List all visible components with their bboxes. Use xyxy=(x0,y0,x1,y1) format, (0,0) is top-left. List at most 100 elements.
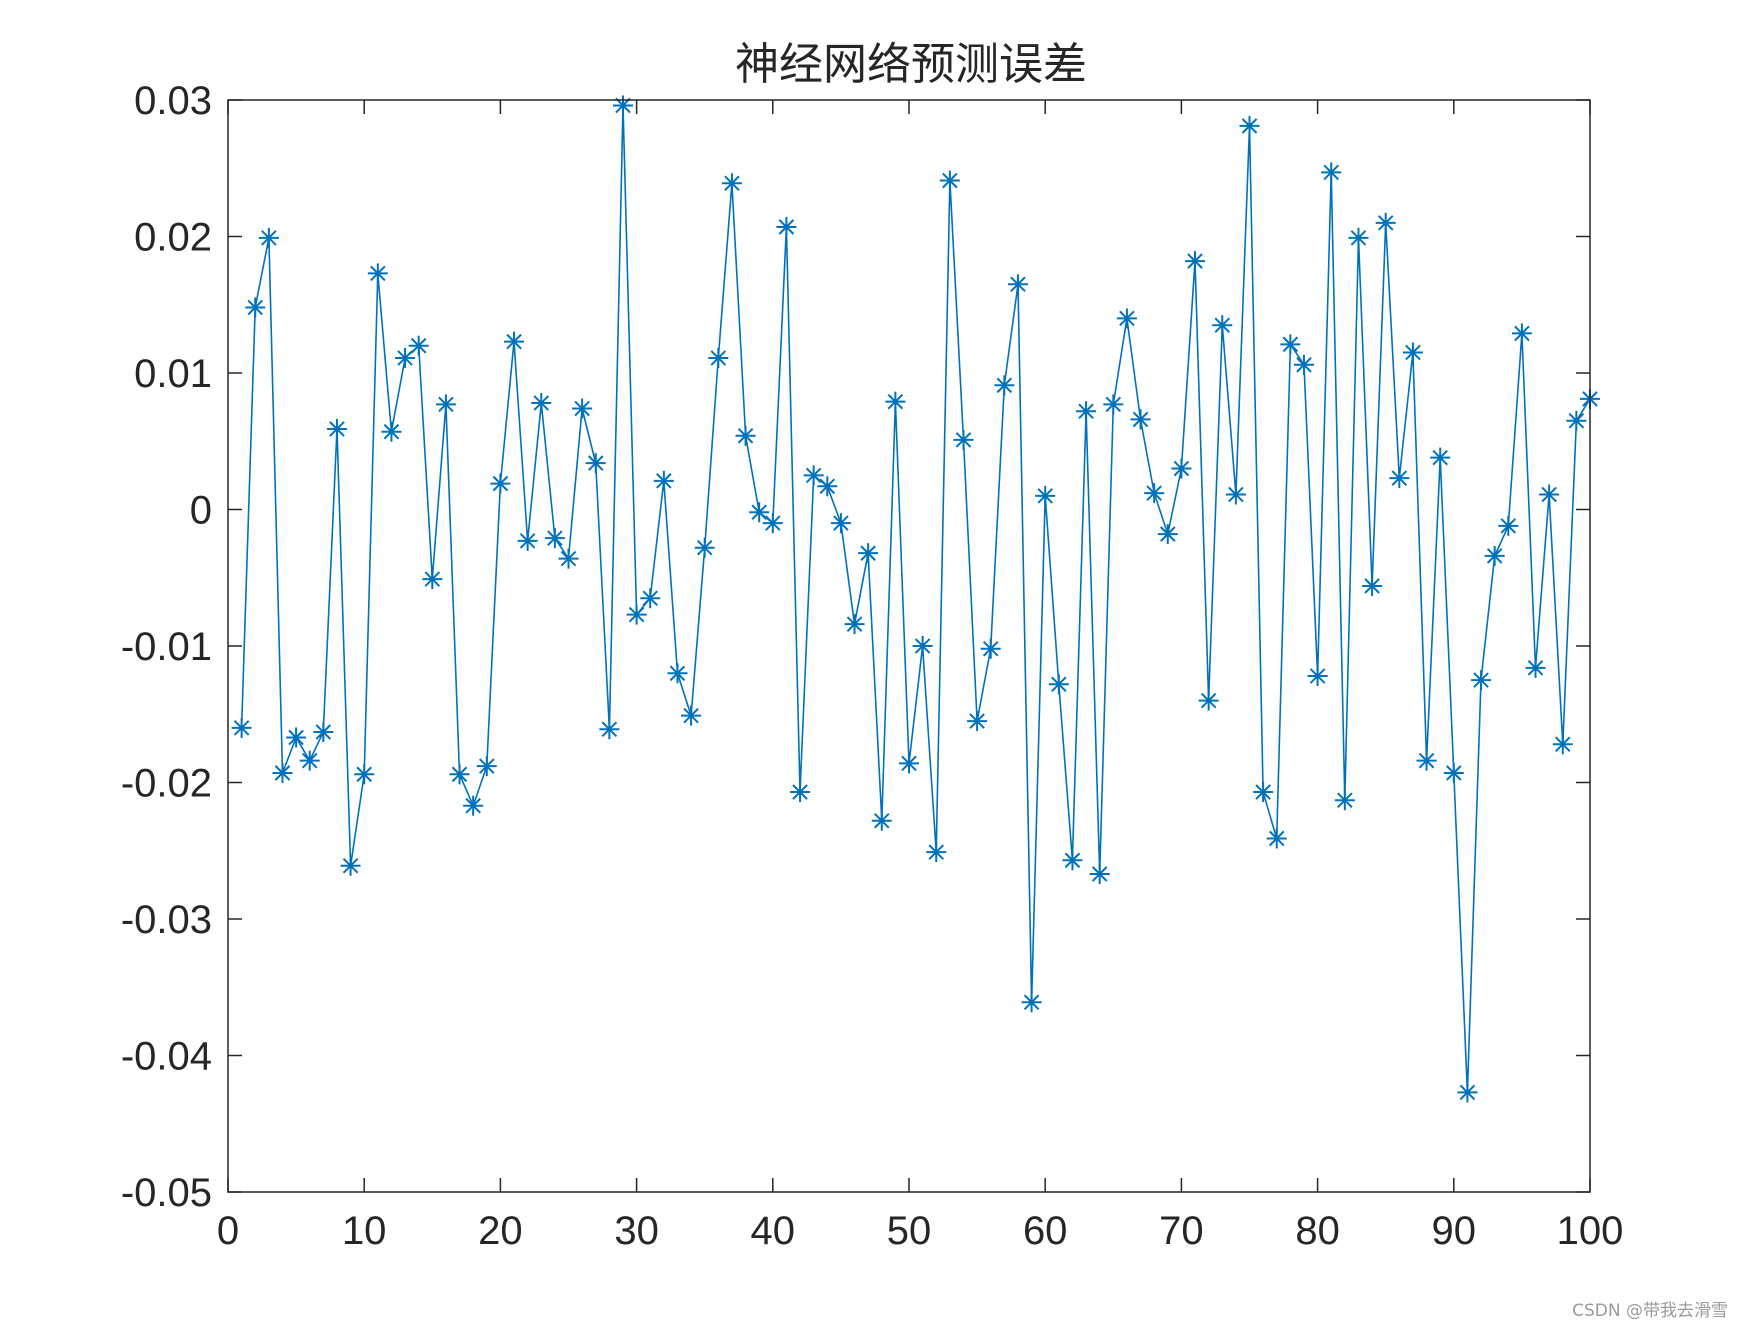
marker-stroke xyxy=(342,857,359,874)
data-point-marker xyxy=(381,421,402,442)
data-point-marker xyxy=(1089,863,1110,884)
data-point-marker xyxy=(422,569,443,590)
marker-stroke xyxy=(1554,736,1571,753)
x-tick-label: 40 xyxy=(751,1209,796,1253)
marker-stroke xyxy=(805,467,822,484)
data-point-marker xyxy=(994,375,1015,396)
data-point-marker xyxy=(463,795,484,816)
data-point-marker xyxy=(449,764,470,785)
data-point-marker xyxy=(803,465,824,486)
x-tick-label: 70 xyxy=(1159,1209,1204,1253)
x-tick-label: 0 xyxy=(217,1209,239,1253)
marker-stroke xyxy=(1527,660,1544,676)
data-point-marker xyxy=(1375,212,1396,233)
x-tick-label: 80 xyxy=(1295,1209,1340,1253)
marker-stroke xyxy=(1541,486,1557,503)
marker-stroke xyxy=(1500,518,1517,534)
data-point-marker xyxy=(1416,750,1437,771)
data-point-marker xyxy=(694,537,715,558)
data-point-marker xyxy=(1021,992,1042,1013)
data-point-marker xyxy=(939,170,960,191)
marker-stroke xyxy=(669,665,686,682)
data-point-marker xyxy=(517,530,538,551)
data-point-marker xyxy=(653,470,674,491)
data-point-marker xyxy=(1402,342,1423,363)
data-point-marker xyxy=(1076,401,1097,422)
marker-stroke xyxy=(1228,486,1244,503)
marker-stroke xyxy=(1309,668,1326,684)
marker-stroke xyxy=(1241,118,1258,134)
x-tick-marks xyxy=(227,100,1591,1192)
data-point-marker xyxy=(953,429,974,450)
data-point-marker xyxy=(1389,468,1410,489)
data-point-marker xyxy=(531,393,552,414)
watermark-text: CSDN @带我去滑雪 xyxy=(1572,1301,1728,1321)
marker-stroke xyxy=(860,545,876,561)
data-point-marker xyxy=(817,476,838,497)
data-point-marker xyxy=(1525,657,1546,678)
series-line xyxy=(240,105,1591,1093)
marker-stroke xyxy=(1459,1084,1476,1101)
marker-stroke xyxy=(370,265,386,282)
data-point-marker xyxy=(340,855,361,876)
data-point-marker xyxy=(1185,251,1206,272)
marker-stroke xyxy=(1514,325,1530,342)
marker-stroke xyxy=(397,350,413,366)
marker-stroke xyxy=(601,721,618,738)
marker-stroke xyxy=(315,724,332,740)
marker-stroke xyxy=(1200,692,1217,709)
data-point-marker xyxy=(1321,162,1342,183)
marker-stroke xyxy=(533,395,550,411)
marker-stroke xyxy=(833,515,849,531)
marker-stroke xyxy=(1337,792,1353,809)
data-point-marker xyxy=(272,762,293,783)
marker-stroke xyxy=(1051,676,1067,692)
x-tick-labels: 0 10 20 30 40 50 60 70 80 90 100 xyxy=(217,1209,1624,1253)
marker-stroke xyxy=(901,755,917,772)
y-tick-labels: -0.05 -0.04 -0.03 -0.02 -0.01 0 0.01 0.02 0.03 xyxy=(121,79,212,1215)
marker-stroke xyxy=(942,172,958,189)
marker-stroke xyxy=(329,421,345,437)
marker-stroke xyxy=(465,797,481,814)
data-point-marker xyxy=(830,513,851,534)
data-point-marker xyxy=(1539,484,1560,505)
data-point-marker xyxy=(1103,394,1124,415)
data-point-marker xyxy=(408,335,429,356)
marker-stroke xyxy=(1023,994,1040,1011)
data-point-marker xyxy=(640,588,661,609)
marker-stroke xyxy=(1268,830,1285,847)
data-point-marker xyxy=(912,636,933,656)
data-point-marker xyxy=(313,721,334,742)
data-point-marker xyxy=(1035,485,1056,506)
y-tick-label: 0.02 xyxy=(134,216,212,260)
data-point-marker xyxy=(354,764,375,785)
marker-stroke xyxy=(1405,344,1421,361)
data-point-marker xyxy=(1511,323,1532,344)
marker-stroke xyxy=(792,784,808,800)
marker-stroke xyxy=(1391,470,1408,486)
data-point-marker xyxy=(721,173,742,194)
data-point-marker xyxy=(435,394,456,415)
marker-stroke xyxy=(1323,164,1339,181)
data-point-marker xyxy=(858,543,879,564)
y-tick-label: 0.03 xyxy=(134,79,212,123)
data-point-marker xyxy=(286,727,307,748)
marker-stroke xyxy=(506,333,522,350)
marker-stroke xyxy=(274,765,291,781)
data-point-marker xyxy=(626,604,647,625)
y-tick-label: -0.05 xyxy=(121,1171,212,1215)
marker-stroke xyxy=(846,616,863,632)
marker-stroke xyxy=(247,299,264,316)
marker-stroke xyxy=(724,175,740,192)
data-point-marker xyxy=(1225,484,1246,505)
marker-stroke xyxy=(1132,411,1149,428)
marker-stroke xyxy=(969,713,985,729)
marker-stroke xyxy=(1282,336,1299,353)
marker-stroke xyxy=(1146,485,1162,501)
data-point-marker xyxy=(299,750,320,771)
marker-stroke xyxy=(1350,230,1367,246)
data-point-marker xyxy=(1007,274,1028,295)
data-point-marker xyxy=(1362,575,1383,596)
marker-stroke xyxy=(410,337,427,354)
